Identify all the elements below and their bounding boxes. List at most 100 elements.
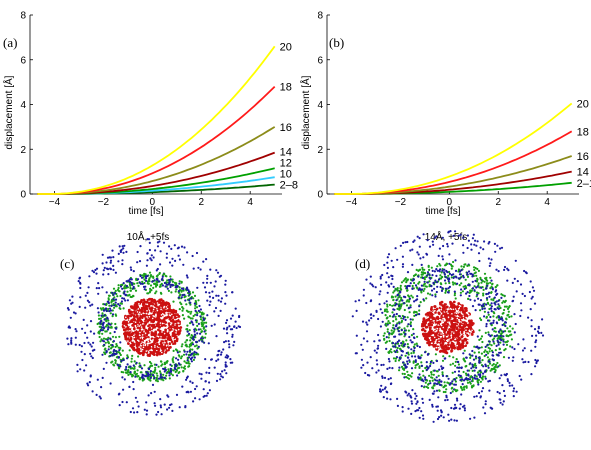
atom-point <box>178 282 181 285</box>
atom-point <box>159 333 163 336</box>
atom-point <box>101 262 104 265</box>
atom-point <box>476 293 479 296</box>
atom-layer <box>388 268 507 386</box>
atom-point <box>125 401 128 404</box>
atom-point <box>428 268 431 271</box>
atom-point <box>439 327 441 330</box>
atom-point <box>387 378 390 381</box>
atom-point <box>398 366 401 369</box>
atom-point <box>433 390 436 393</box>
atom-point <box>502 330 505 333</box>
atom-point <box>121 283 124 286</box>
atom-point <box>458 304 461 307</box>
atom-point <box>464 319 467 322</box>
atom-point <box>89 330 92 333</box>
atom-point <box>432 361 435 364</box>
atom-point <box>465 385 468 388</box>
atom-point <box>126 290 129 293</box>
atom-point <box>150 254 153 257</box>
atom-point <box>387 276 390 279</box>
atom-point <box>499 334 502 337</box>
atom-point <box>138 281 141 284</box>
atom-point <box>178 308 181 311</box>
atom-point <box>395 318 398 321</box>
atom-point <box>383 338 386 341</box>
atom-point <box>157 280 161 283</box>
atom-point <box>467 270 471 273</box>
atom-point <box>447 280 450 283</box>
atom-point <box>439 347 442 350</box>
atom-point <box>416 335 419 338</box>
atom-point <box>83 369 86 372</box>
atom-point <box>368 374 371 377</box>
atom-point <box>159 301 162 305</box>
atom-point <box>511 346 514 349</box>
atom-point <box>466 275 470 278</box>
atom-point <box>144 285 147 288</box>
atom-point <box>193 350 196 353</box>
atom-point <box>479 373 482 376</box>
atom-point <box>532 289 536 292</box>
atom-point <box>142 334 146 337</box>
atom-point <box>170 323 172 326</box>
atom-point <box>467 374 470 377</box>
atom-point <box>150 392 153 395</box>
atom-point <box>214 280 217 283</box>
atom-point <box>442 244 445 248</box>
atom-point <box>450 406 453 410</box>
atom-point <box>191 381 194 384</box>
atom-point <box>221 376 224 379</box>
atom-point <box>477 297 480 300</box>
atom-point <box>421 276 425 280</box>
atom-point <box>454 407 457 410</box>
atom-point <box>420 385 423 388</box>
atom-point <box>464 285 467 288</box>
atom-point <box>362 288 365 291</box>
atom-point <box>187 310 190 313</box>
atom-point <box>375 351 378 354</box>
atom-point <box>394 295 397 298</box>
atom-point <box>432 320 435 322</box>
atom-point <box>439 264 442 267</box>
atom-point <box>471 377 474 381</box>
atom-point <box>175 337 179 341</box>
atom-point <box>192 314 195 318</box>
atom-point <box>489 276 492 279</box>
atom-point <box>224 340 227 343</box>
atom-point <box>489 369 492 372</box>
atom-point <box>541 318 544 321</box>
atom-point <box>435 340 437 342</box>
atom-point <box>126 327 129 331</box>
atom-point <box>396 346 399 350</box>
atom-point <box>464 338 467 342</box>
atom-point <box>130 360 133 363</box>
atom-point <box>399 357 402 360</box>
atom-point <box>432 243 435 246</box>
atom-point <box>122 388 125 391</box>
atom-point <box>497 343 500 346</box>
atom-point <box>219 373 222 376</box>
atom-point <box>156 278 159 281</box>
atom-point <box>151 364 154 367</box>
atom-point <box>136 369 139 372</box>
atom-point <box>402 302 406 305</box>
atom-point <box>519 302 523 305</box>
atom-point <box>493 308 496 311</box>
atom-point <box>396 340 399 344</box>
atom-point <box>457 277 460 280</box>
atom-point <box>142 344 145 346</box>
atom-point <box>126 319 129 321</box>
atom-point <box>435 382 439 386</box>
atom-point <box>102 322 105 325</box>
atom-point <box>479 246 482 249</box>
atom-point <box>131 340 134 342</box>
atom-point <box>123 378 126 381</box>
atom-point <box>202 388 205 391</box>
atom-point <box>462 251 465 254</box>
atom-point <box>485 287 488 290</box>
atom-point <box>447 413 450 416</box>
atom-point <box>379 325 382 328</box>
atom-point <box>130 357 133 360</box>
atom-point <box>443 350 446 353</box>
atom-point <box>440 333 442 335</box>
